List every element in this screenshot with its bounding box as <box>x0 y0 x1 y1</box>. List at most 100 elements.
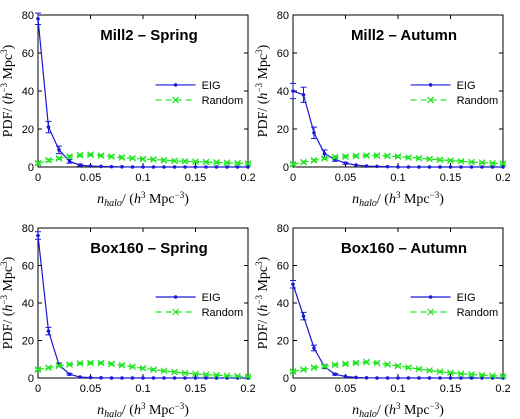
data-point <box>160 156 168 164</box>
x-tick-label: 0.05 <box>80 383 101 395</box>
data-point <box>478 159 486 167</box>
chart-title: Mill2 – Autumn <box>351 27 457 44</box>
data-point <box>417 165 421 169</box>
data-point <box>88 164 93 168</box>
legend-marker <box>427 96 435 104</box>
data-point <box>396 165 400 169</box>
x-tick-label: 0.2 <box>495 172 510 184</box>
data-point <box>244 373 252 380</box>
series-random <box>34 151 252 168</box>
legend-label: EIG <box>202 80 221 92</box>
data-point <box>469 165 474 169</box>
data-point <box>87 359 94 367</box>
series-eig <box>35 12 250 169</box>
data-point <box>118 361 126 369</box>
data-point <box>34 366 42 373</box>
chart-panel-1: 0 0.05 0.1 0.15 0.2 0 20 40 60 80 EIG Random Mill2 –… <box>0 10 256 209</box>
data-point <box>76 359 84 367</box>
data-point <box>343 374 348 379</box>
data-point <box>181 157 189 165</box>
x-tick-label: 0 <box>35 172 41 184</box>
data-point <box>162 376 166 380</box>
data-point <box>202 371 210 379</box>
data-point <box>289 160 297 168</box>
data-point <box>480 376 484 380</box>
data-point <box>36 233 40 238</box>
data-point <box>78 375 82 379</box>
data-point <box>373 359 381 367</box>
data-point <box>300 366 307 373</box>
x-tick-label: 0.15 <box>185 172 206 184</box>
y-tick-label: 80 <box>22 223 34 235</box>
data-point <box>480 165 484 169</box>
y-tick-label: 20 <box>22 336 34 348</box>
data-point <box>97 152 105 160</box>
data-point <box>130 376 135 380</box>
data-point <box>321 155 328 162</box>
data-point <box>223 372 231 380</box>
x-tick-label: 0.1 <box>390 383 405 395</box>
data-point <box>129 154 136 162</box>
data-point <box>394 362 402 370</box>
data-point <box>97 359 105 367</box>
y-tick-label: 0 <box>28 373 34 385</box>
data-point <box>223 159 231 167</box>
data-point <box>394 153 402 160</box>
data-point <box>291 282 295 287</box>
data-point <box>192 158 199 166</box>
y-axis-label: PDF/ (h−3 Mpc3) <box>0 256 16 349</box>
data-point <box>457 157 465 165</box>
data-point <box>363 358 370 366</box>
chart-title: Box160 – Autumn <box>341 240 467 257</box>
data-point <box>99 376 103 380</box>
data-point <box>447 157 454 164</box>
data-point <box>427 376 432 380</box>
data-point <box>405 154 412 161</box>
data-point <box>396 376 400 380</box>
data-point <box>468 371 475 378</box>
plot-frame <box>37 14 249 168</box>
data-point <box>289 368 297 375</box>
x-tick-label: 0 <box>290 172 296 184</box>
data-point <box>417 376 421 380</box>
data-point <box>45 156 52 164</box>
data-point <box>214 165 219 169</box>
data-point <box>150 366 157 373</box>
data-point <box>78 163 82 167</box>
data-point <box>427 165 432 169</box>
legend-label: Random <box>202 95 244 107</box>
data-point <box>436 156 444 164</box>
y-tick-label: 0 <box>28 162 34 174</box>
data-point <box>363 152 370 160</box>
data-point <box>172 376 177 380</box>
chart-panel-2: 0 0.05 0.1 0.15 0.2 0 20 40 60 80 EIG Random Mill2 –… <box>254 10 511 209</box>
data-point <box>213 371 220 379</box>
data-point <box>405 364 412 371</box>
y-tick-label: 20 <box>277 336 289 348</box>
legend-label: Random <box>457 307 499 319</box>
data-point <box>438 165 442 169</box>
data-point <box>490 165 495 169</box>
x-tick-label: 0.05 <box>80 172 101 184</box>
data-point <box>331 153 339 161</box>
legend-marker <box>173 83 178 87</box>
data-point <box>193 376 198 380</box>
legend-label: Random <box>457 95 499 107</box>
data-point <box>235 165 240 169</box>
data-point <box>436 368 444 376</box>
data-point <box>448 165 453 169</box>
data-point <box>384 152 391 160</box>
x-tick-label: 0 <box>35 383 41 395</box>
data-point <box>438 376 442 380</box>
data-point <box>139 155 147 163</box>
data-point <box>384 361 391 368</box>
y-tick-label: 40 <box>277 298 289 310</box>
data-point <box>352 152 360 160</box>
data-point <box>225 165 229 169</box>
data-point <box>108 153 115 160</box>
data-point <box>171 157 178 165</box>
legend: EIG Random <box>410 80 499 107</box>
data-point <box>354 163 358 167</box>
data-point <box>46 329 51 333</box>
y-tick-label: 80 <box>277 10 289 22</box>
